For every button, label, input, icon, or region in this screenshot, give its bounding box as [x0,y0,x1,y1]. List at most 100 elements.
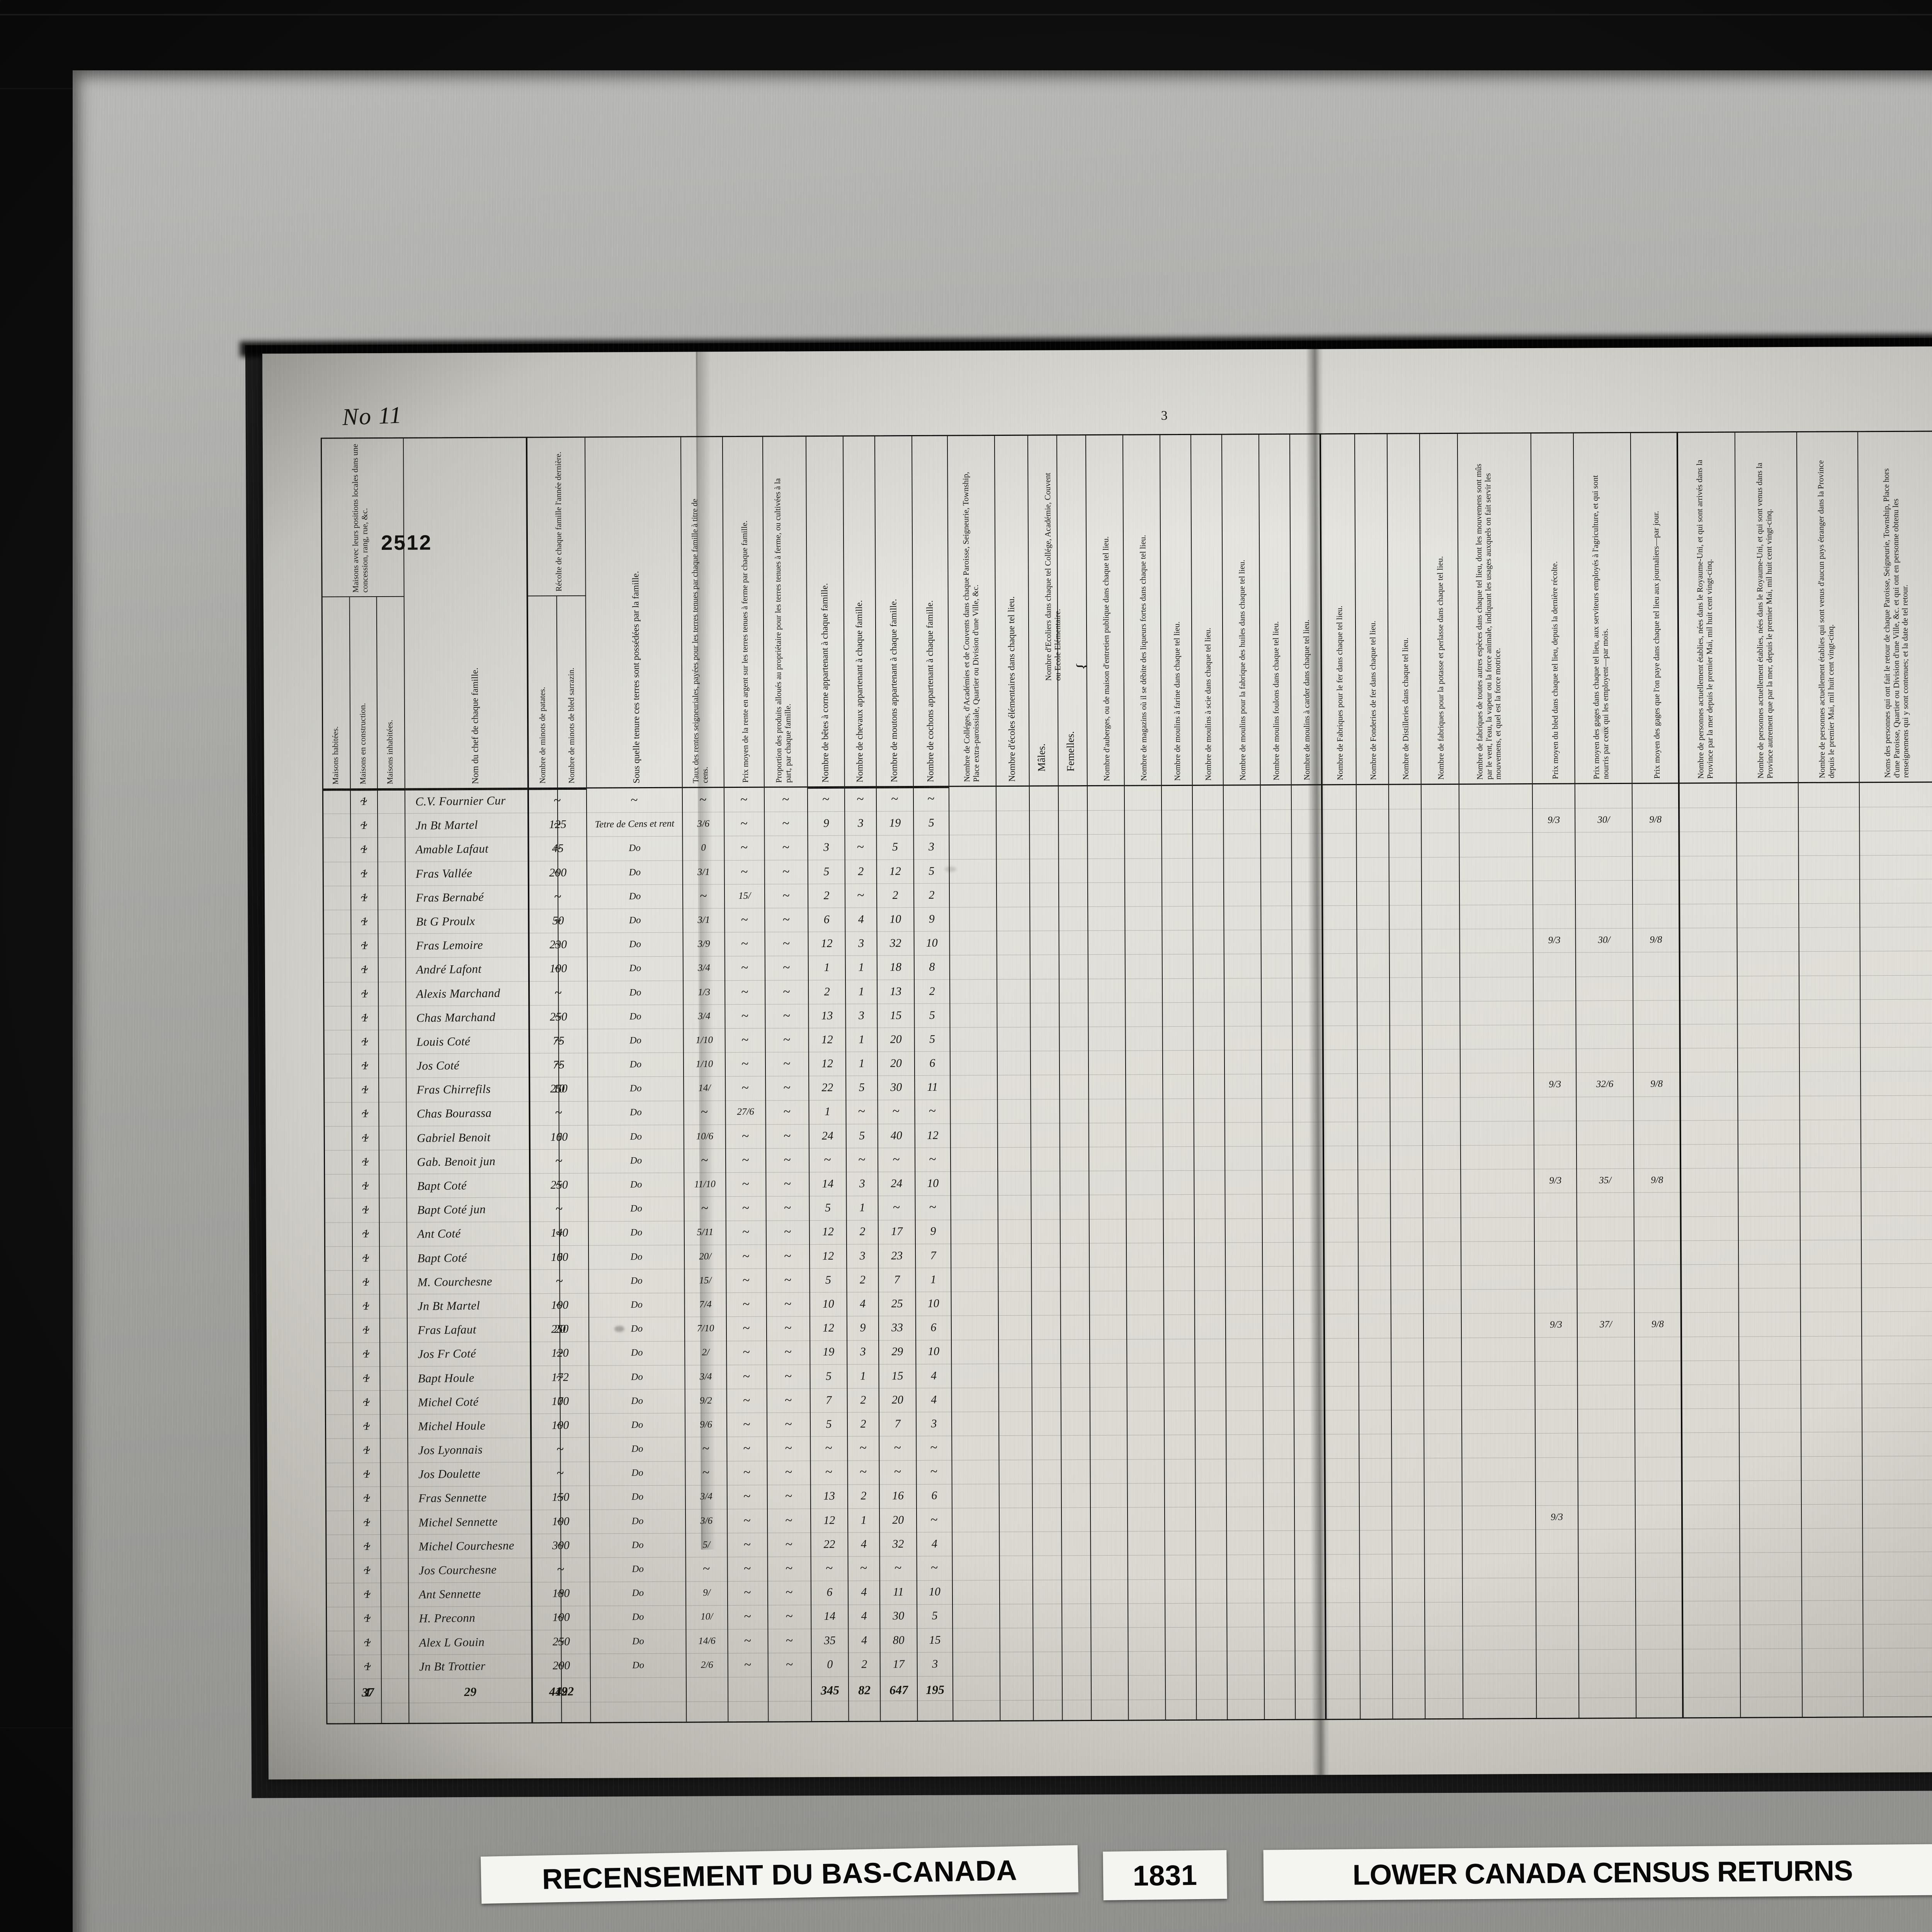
table-cell: 20 [891,1393,903,1406]
row-rule [1195,1266,1225,1267]
table-cell: ~ [362,1347,371,1361]
row-rule [1126,1050,1162,1051]
table-cell: 10 [927,1297,939,1310]
table-cell: Fras Sennette [418,1491,487,1505]
row-rule [1264,1554,1294,1555]
row-rule [1683,1648,1740,1650]
header-fabriques-autres: Nombre de fabriques de toutes autres esp… [1458,434,1532,785]
table-cell: Do [630,1155,642,1166]
table-cell: 9/8 [1650,934,1662,946]
table-cell: ~ [741,937,749,951]
table-cell [1534,976,1576,1001]
row-rule [1799,879,1859,880]
table-cell: 9/8 [1650,1078,1663,1090]
row-rule [1357,809,1389,810]
row-rule [952,1435,999,1436]
table-cell: 3/1 [697,915,710,925]
table-cell [1536,1649,1578,1674]
table-cell: 3/4 [697,963,710,973]
column-noms-retour: Noms des personnes qui ont fait le retou… [1858,432,1932,1717]
table-cell: 11/10 [694,1179,716,1190]
row-rule [1681,1168,1738,1169]
row-rule [1226,1290,1262,1291]
table-cell: ~ [743,1585,752,1600]
row-rule [1225,1242,1262,1243]
header-noms-retour: Noms des personnes qui ont fait le retou… [1858,432,1932,783]
row-rule [1125,954,1162,955]
row-rule [1323,929,1357,930]
row-rule [1423,1169,1461,1170]
header-maisons-habitees: Maisons habitées. [322,597,351,789]
table-cell: Do [630,1107,642,1118]
table-cell: ~ [361,1058,369,1073]
table-cell: ~ [361,1179,370,1193]
row-rule [1357,905,1389,906]
row-rule [1864,1696,1932,1697]
row-rule [1801,1287,1861,1289]
table-cell: Louis Coté [416,1034,471,1049]
table-cell: Jos Coté [416,1058,459,1073]
table-cell: 3 [931,1417,937,1430]
row-rule [1462,1385,1535,1386]
table-cell: 14 [822,1177,834,1190]
table-cell: Do [632,1660,645,1671]
row-rule [1358,1121,1390,1122]
row-rule [1163,1098,1194,1099]
row-rule [1740,1648,1802,1649]
body-moulins-carder [1292,785,1325,1719]
table-cell: ~ [743,1369,751,1384]
table-cell: 7 [557,1395,563,1408]
table-cell: ~ [782,888,791,903]
header-minots-patates: Nombre de minots de patates. [528,596,558,788]
table-cell: ~ [825,1561,834,1576]
table-cell: 9/3 [1548,815,1560,826]
row-rule [1461,1241,1534,1242]
column-moulins-carder: Nombre de moulins à carder dans chaque t… [1290,434,1327,1719]
row-rule [1799,903,1860,904]
table-cell: 37/ [1599,1319,1612,1330]
row-rule [1225,1218,1262,1219]
table-cell [1635,1384,1681,1409]
row-rule [1862,1263,1932,1264]
table-cell: 2 [929,888,935,901]
table-cell: Do [629,843,641,854]
table-cell [1535,1265,1577,1289]
table-cell: 24 [821,1129,833,1142]
table-cell: ~ [784,1417,793,1432]
total-rule [808,787,844,789]
table-cell: ~ [742,1249,750,1264]
header-moutons: Nombre de moutons appartenant à chaque f… [875,436,913,787]
row-rule [1737,927,1799,928]
row-rule [951,1123,997,1124]
row-rule [1683,1624,1740,1626]
row-rule [1802,1528,1862,1529]
row-rule [1091,1651,1128,1652]
row-rule [1165,1603,1196,1604]
table-cell [1635,1432,1681,1457]
row-rule [1264,1434,1294,1435]
table-cell [1534,1192,1577,1217]
body-colleges [949,787,1000,1721]
row-rule [1091,1531,1128,1532]
table-cell: 2 [861,1658,867,1671]
row-rule [1861,1047,1932,1048]
table-cell: 1/10 [696,1059,713,1070]
row-rule [1125,834,1162,835]
column-proportion-produits: Proportion des produits alloués au propr… [763,437,812,1721]
table-cell: ~ [364,1635,372,1650]
table-cell [1535,1241,1577,1265]
row-rule [999,1339,1032,1340]
row-rule [1861,999,1932,1000]
row-rule [1422,1001,1460,1002]
column-betes-a-corne: Nombre de bêtes à corne appartenant à ch… [806,436,849,1721]
body-personnes-royaume-uni-mer [1680,784,1740,1718]
row-rule [1090,1507,1127,1508]
row-rule [1163,1026,1193,1027]
table-cell: ~ [556,1370,564,1384]
table-cell: ~ [361,1106,369,1121]
row-rule [1682,1384,1739,1385]
row-rule [1088,810,1124,811]
table-cell [1575,784,1632,808]
caption-banner-french-text: RECENSEMENT DU BAS-CANADA [542,1854,1017,1895]
body-moulins-farine [1162,786,1196,1719]
